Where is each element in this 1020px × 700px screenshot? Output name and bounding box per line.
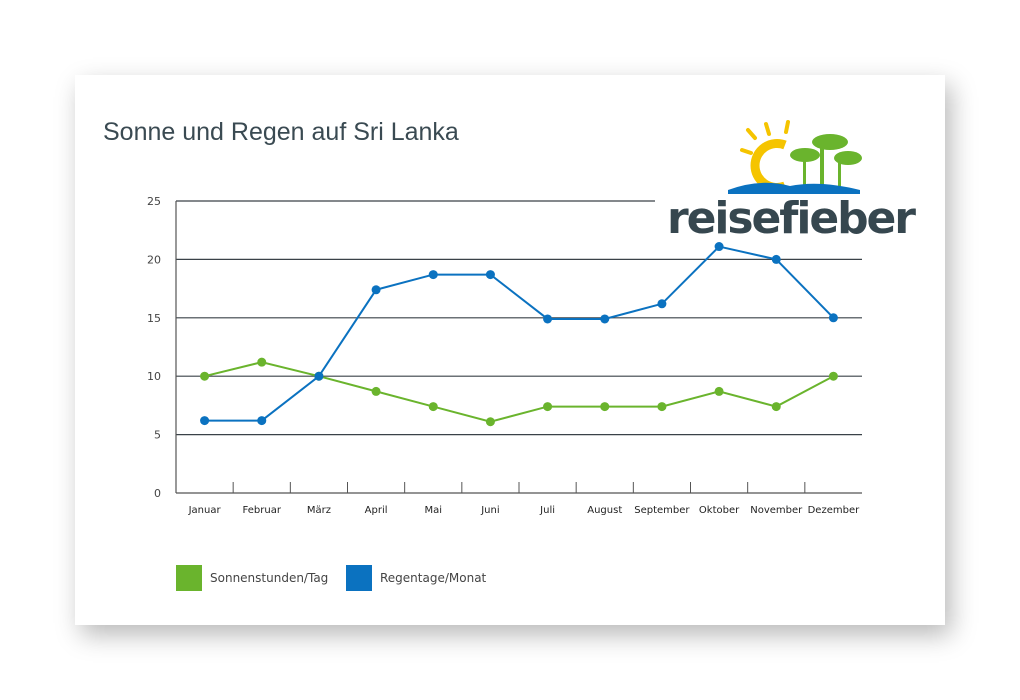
x-tick-label: Oktober bbox=[699, 505, 740, 516]
data-point-1 bbox=[828, 313, 838, 323]
data-point-1 bbox=[428, 270, 438, 280]
data-point-0 bbox=[657, 402, 667, 412]
legend-swatch-sun bbox=[176, 565, 202, 591]
wave-icon bbox=[728, 182, 860, 194]
x-tick-label: August bbox=[587, 505, 622, 516]
x-tick-label: Februar bbox=[243, 505, 282, 516]
data-point-1 bbox=[371, 285, 381, 295]
data-point-0 bbox=[828, 371, 838, 381]
data-point-0 bbox=[600, 402, 610, 412]
data-point-0 bbox=[771, 402, 781, 412]
data-point-0 bbox=[428, 402, 438, 412]
logo-text: reisefieber bbox=[667, 193, 916, 244]
legend-label-sun: Sonnenstunden/Tag bbox=[210, 571, 329, 585]
data-point-1 bbox=[543, 314, 553, 324]
x-tick-label: März bbox=[307, 505, 331, 516]
chart-title: Sonne und Regen auf Sri Lanka bbox=[103, 118, 459, 146]
legend-label-rain: Regentage/Monat bbox=[380, 571, 487, 585]
palm-trees-icon bbox=[790, 134, 862, 188]
x-tick-label: Dezember bbox=[808, 505, 860, 516]
x-tick-label: Mai bbox=[424, 505, 442, 516]
y-tick-label: 0 bbox=[154, 487, 161, 500]
series-line-0 bbox=[204, 361, 834, 423]
series-line-1 bbox=[204, 245, 835, 422]
data-point-1 bbox=[600, 314, 610, 324]
data-point-0 bbox=[257, 357, 267, 367]
sun-icon bbox=[740, 120, 790, 192]
chart-card bbox=[75, 75, 945, 625]
data-point-1 bbox=[657, 299, 667, 309]
x-tick-label: April bbox=[365, 505, 388, 516]
data-point-0 bbox=[714, 386, 724, 396]
data-point-0 bbox=[371, 386, 381, 396]
x-tick-label: Juli bbox=[539, 505, 555, 516]
data-point-0 bbox=[543, 402, 553, 412]
data-point-1 bbox=[771, 254, 781, 264]
legend-item-sun: Sonnenstunden/Tag bbox=[176, 565, 328, 591]
data-point-1 bbox=[314, 371, 324, 381]
y-tick-label: 5 bbox=[154, 429, 161, 442]
data-point-1 bbox=[714, 242, 724, 252]
x-tick-label: Juni bbox=[480, 505, 499, 516]
legend-item-rain: Regentage/Monat bbox=[346, 565, 486, 591]
y-tick-label: 25 bbox=[147, 195, 161, 208]
x-tick-label: September bbox=[634, 505, 690, 516]
y-tick-label: 10 bbox=[147, 370, 161, 383]
legend-swatch-rain bbox=[346, 565, 372, 591]
data-point-1 bbox=[200, 416, 210, 426]
x-tick-label: Januar bbox=[188, 505, 222, 516]
y-tick-label: 20 bbox=[147, 253, 161, 266]
data-point-0 bbox=[200, 371, 210, 381]
data-point-1 bbox=[485, 270, 495, 280]
data-point-1 bbox=[257, 416, 267, 426]
y-tick-label: 15 bbox=[147, 312, 161, 325]
x-tick-label: November bbox=[750, 505, 803, 516]
data-point-0 bbox=[485, 417, 495, 427]
